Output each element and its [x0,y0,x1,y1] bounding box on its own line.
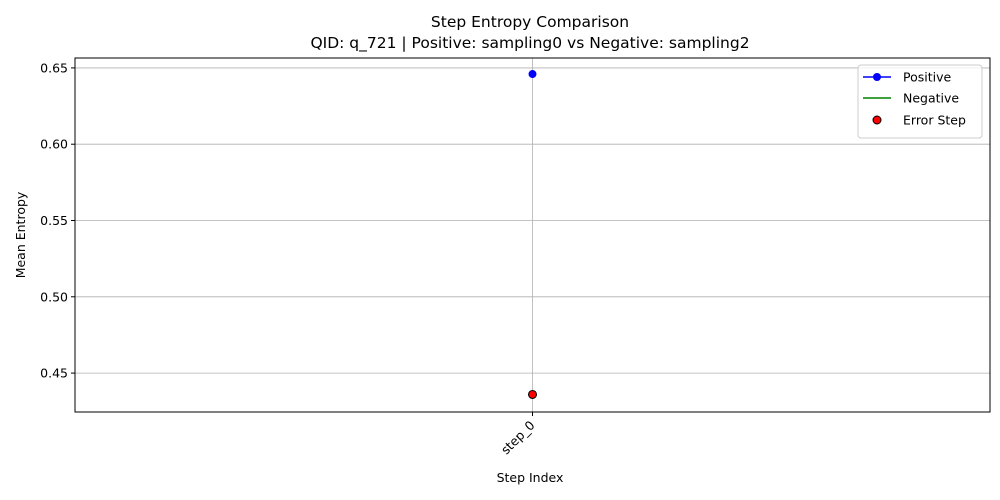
y-axis-ticks: 0.45 0.50 0.55 0.60 0.65 [40,60,75,381]
legend-negative-label: Negative [903,91,959,106]
y-tick-label: 0.60 [40,137,68,152]
chart-title: Step Entropy Comparison [431,13,629,31]
grid-layer [75,58,990,412]
x-tick-label: step_0 [498,417,538,457]
x-axis-ticks: step_0 [498,412,538,457]
y-tick-label: 0.45 [40,366,68,381]
data-layer [528,70,537,399]
legend-box [857,64,983,139]
y-axis-label: Mean Entropy [13,191,28,278]
legend-positive-marker [873,73,881,81]
y-tick-label: 0.55 [40,213,68,228]
point-positive [528,70,537,79]
legend-error-label: Error Step [903,113,966,128]
y-tick-label: 0.65 [40,60,68,75]
chart-subtitle: QID: q_721 | Positive: sampling0 vs Nega… [310,34,749,53]
x-axis-label: Step Index [497,470,564,485]
y-tick-label: 0.50 [40,289,68,304]
error-step-marker [528,389,537,399]
legend: Positive Negative Error Step [857,64,983,139]
legend-positive-label: Positive [903,70,951,85]
legend-error-marker [872,115,882,125]
